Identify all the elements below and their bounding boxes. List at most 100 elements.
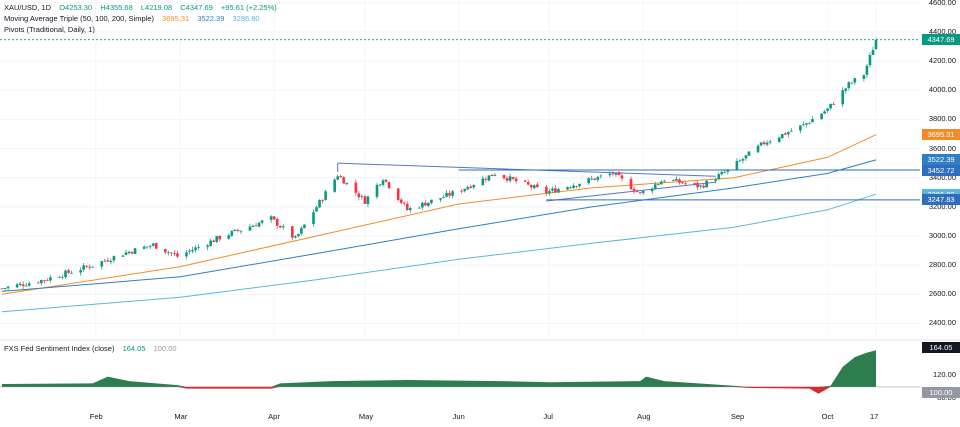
pivots-legend[interactable]: Pivots (Traditional, Daily, 1) [4,25,101,34]
ma-line-2 [1,159,877,292]
open-value: O4253.30 [59,3,93,12]
candle-body [777,137,781,142]
candle-body [345,182,349,185]
candle-body [762,142,766,145]
x-tick-label: Jul [543,412,553,421]
x-tick-label: Mar [174,412,188,421]
candle-body [608,173,612,176]
candle-body [109,260,113,263]
x-tick-label: May [358,412,374,421]
candle-body [693,183,696,184]
candle-body [862,75,866,79]
candle-body [336,176,339,180]
candle-body [460,190,463,192]
y-tick-label: 3600.00 [928,143,956,153]
candle-body [254,225,258,227]
candle-body [321,200,324,202]
candle-body [578,183,581,187]
candle-body [185,252,188,257]
ma100-value: 3522.39 [197,14,225,23]
candle-body [484,179,488,180]
x-tick-label: 17 [870,412,879,421]
candle-body [705,180,708,188]
candle-body [236,229,240,231]
candle-body [575,185,578,187]
candle-body [747,151,751,156]
candle-body [85,266,88,267]
candle-body [209,240,212,247]
candle-body [650,188,654,192]
ma-legend[interactable]: Moving Average Triple (50, 100, 200, Sim… [4,14,266,23]
close-value: C4347.69 [180,3,213,12]
low-value: L4219.08 [140,3,173,12]
candle-body [260,220,264,223]
y-tick-label: 3200.00 [928,201,956,211]
candle-body [545,186,548,194]
candle-body [593,178,597,181]
sentiment-baseline-label: 100.00 [153,344,177,353]
symbol-label[interactable]: XAU/USD, 1D [4,3,52,12]
candle-body [717,174,721,180]
candle-body [802,124,805,126]
candle-body [741,158,745,161]
candle-body [3,288,7,289]
candle-body [269,216,273,220]
candlesticks [0,37,878,292]
candle-body [79,270,82,273]
candle-body [629,178,633,190]
candle-body [251,225,255,227]
sentiment-area [0,350,920,394]
candle-body [384,179,388,182]
candle-body [145,246,149,248]
candle-body [127,251,131,254]
header-ohlc: XAU/USD, 1D O4253.30 H4355.68 L4219.08 C… [4,3,283,12]
candle-body [653,184,657,189]
candle-body [808,122,811,124]
x-tick-label: Feb [89,412,103,421]
candle-body [463,188,467,192]
candle-body [272,216,276,220]
sentiment-legend[interactable]: FXS Fed Sentiment Index (close) 164.05 1… [4,344,183,353]
candle-body [850,82,854,84]
candle-body [91,266,95,268]
candle-body [820,113,823,120]
candle-body [154,242,158,249]
candle-body [874,39,878,50]
candle-body [151,243,155,246]
candle-body [124,252,128,255]
candle-body [526,182,530,185]
candle-body [387,182,391,189]
candle-body [738,160,742,162]
candle-body [418,207,421,209]
candle-body [112,256,116,261]
candle-body [363,196,367,204]
candle-body [176,253,179,257]
candle-body [765,142,769,145]
candle-body [15,284,19,288]
sentiment-title: FXS Fed Sentiment Index (close) [4,344,115,353]
candle-body [360,196,364,197]
candle-body [535,184,539,188]
sentiment-y-tick-label: 120.00 [933,370,956,380]
candle-body [36,282,40,284]
candle-body [726,169,730,172]
candle-body [844,88,848,91]
x-tick-label: Aug [637,412,651,421]
candle-body [67,270,70,273]
y-tick-label: 3400.00 [928,172,956,182]
candle-body [399,199,403,203]
price-tag: 3247.83 [922,194,960,206]
candle-body [599,175,603,177]
candle-body [339,176,343,178]
candle-body [759,142,763,146]
y-tick-label: 3000.00 [928,231,956,241]
candle-body [40,280,43,284]
candle-body [248,226,252,231]
candle-body [735,161,739,170]
candle-body [481,178,485,186]
y-tick-label: 3800.00 [928,114,956,124]
candle-body [230,231,234,236]
trendline [546,181,716,202]
candle-body [659,181,663,185]
